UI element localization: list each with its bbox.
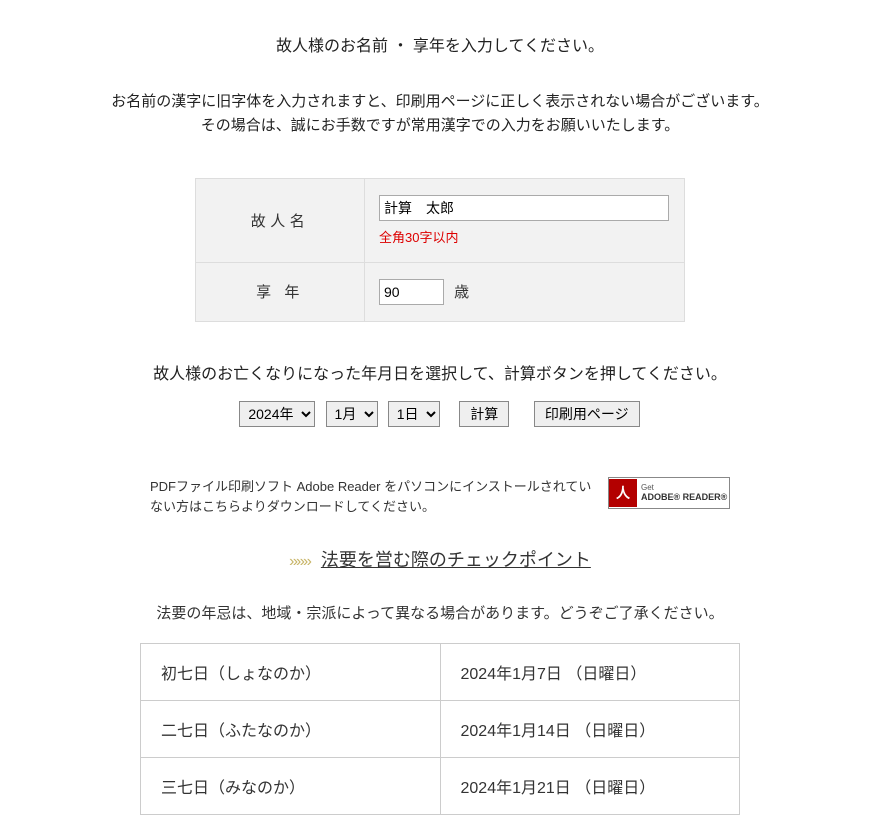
name-hint: 全角30字以内 <box>379 227 670 246</box>
print-button[interactable]: 印刷用ページ <box>534 401 640 427</box>
calc-button[interactable]: 計算 <box>459 401 509 427</box>
month-select[interactable]: 1月 <box>326 401 378 427</box>
date-prompt: 故人様のお亡くなりになった年月日を選択して、計算ボタンを押してください。 <box>30 362 850 388</box>
deceased-form-table: 故人名 全角30字以内 享 年 歳 <box>195 178 685 322</box>
memorial-name: 二七日（ふたなのか） <box>141 701 441 758</box>
input-note: お名前の漢字に旧字体を入力されますと、印刷用ページに正しく表示されない場合がござ… <box>30 90 850 138</box>
checklist-row: »»» 法要を営む際のチェックポイント <box>30 546 850 572</box>
age-input[interactable] <box>379 279 444 305</box>
memorial-date: 2024年1月21日 （日曜日） <box>440 758 740 815</box>
name-label: 故人名 <box>196 178 365 262</box>
pdf-icon: 人 <box>609 479 637 507</box>
note-line-2: その場合は、誠にお手数ですが常用漢字での入力をお願いいたします。 <box>201 117 680 134</box>
note-line-1: お名前の漢字に旧字体を入力されますと、印刷用ページに正しく表示されない場合がござ… <box>111 93 769 110</box>
date-select-row: 2024年 1月 1日 計算 印刷用ページ <box>30 401 850 427</box>
memorial-date: 2024年1月7日 （日曜日） <box>440 644 740 701</box>
day-select[interactable]: 1日 <box>388 401 440 427</box>
disclaimer-text: 法要の年忌は、地域・宗派によって異なる場合があります。どうぞご了承ください。 <box>30 602 850 623</box>
memorial-name: 初七日（しょなのか） <box>141 644 441 701</box>
year-select[interactable]: 2024年 <box>239 401 315 427</box>
age-label: 享 年 <box>196 262 365 321</box>
badge-name-label: ADOBE® READER® <box>641 493 727 503</box>
page-heading: 故人様のお名前 ・ 享年を入力してください。 <box>30 34 850 60</box>
checklist-link[interactable]: 法要を営む際のチェックポイント <box>321 550 591 570</box>
table-row: 三七日（みなのか）2024年1月21日 （日曜日） <box>141 758 740 815</box>
chevrons-icon: »»» <box>289 553 310 570</box>
name-input[interactable] <box>379 195 669 221</box>
memorial-date: 2024年1月14日 （日曜日） <box>440 701 740 758</box>
memorial-name: 三七日（みなのか） <box>141 758 441 815</box>
adobe-reader-badge[interactable]: 人 Get ADOBE® READER® <box>608 477 730 509</box>
table-row: 初七日（しょなのか）2024年1月7日 （日曜日） <box>141 644 740 701</box>
age-unit: 歳 <box>454 284 469 301</box>
pdf-instruction: PDFファイル印刷ソフト Adobe Reader をパソコンにインストールされ… <box>150 477 598 516</box>
pdf-download-row: PDFファイル印刷ソフト Adobe Reader をパソコンにインストールされ… <box>150 477 730 516</box>
table-row: 二七日（ふたなのか）2024年1月14日 （日曜日） <box>141 701 740 758</box>
memorial-dates-table: 初七日（しょなのか）2024年1月7日 （日曜日）二七日（ふたなのか）2024年… <box>140 643 740 815</box>
